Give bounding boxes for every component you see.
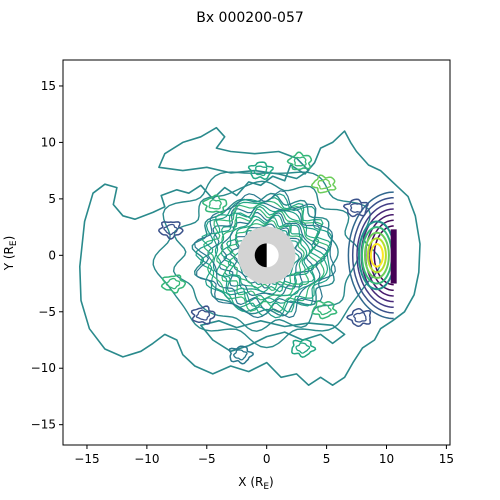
x-axis-label: X (RE) — [238, 475, 273, 492]
x-tick-label: 5 — [323, 452, 331, 466]
contour-dayside-peak-4 — [369, 243, 384, 268]
y-axis-label: Y (RE) — [2, 236, 19, 272]
y-axis: −15 −10 −5 0 5 10 15 — [31, 79, 63, 432]
chart-title: Bx 000200-057 — [196, 10, 304, 26]
y-tick-label: 10 — [41, 135, 56, 149]
contour-blob-inner-2 — [195, 309, 211, 321]
plot-frame — [62, 59, 451, 446]
contour-blob-1 — [160, 274, 187, 294]
y-tick-label: 0 — [48, 248, 56, 262]
contour-inner-ring-5 — [218, 211, 314, 297]
x-tick-label: 10 — [379, 452, 394, 466]
contour-inner-ring-11 — [200, 197, 332, 317]
x-axis: −15 −10 −5 0 5 10 15 — [74, 445, 454, 466]
contour-blob-inner-3 — [208, 199, 222, 210]
y-tick-label: −15 — [31, 418, 56, 432]
contour-blob-10 — [342, 198, 369, 218]
contour-blob-9 — [247, 161, 274, 180]
contour-mid-level-0 — [152, 171, 381, 349]
x-tick-label: −5 — [198, 452, 216, 466]
contour-blob-4 — [286, 151, 313, 171]
x-tick-label: 15 — [439, 452, 454, 466]
contour-dayside-level-1 — [351, 196, 394, 314]
contour-dayside-level-0 — [347, 191, 394, 320]
contour-blob-7 — [291, 338, 317, 358]
contour-dayside-peak-3 — [366, 237, 387, 274]
contour-mid-level-2 — [191, 192, 339, 317]
plot-area — [79, 126, 421, 386]
contour-blob-inner-8 — [233, 349, 248, 361]
earth-nightside — [254, 243, 267, 268]
contour-blob-inner-5 — [317, 178, 332, 190]
contour-blob-6 — [311, 300, 338, 320]
contour-outer-envelope — [79, 130, 421, 386]
contour-blob-inner-9 — [253, 165, 268, 177]
contour-dayside-peak-2 — [363, 231, 390, 279]
contour-blob-inner-0 — [163, 223, 179, 236]
contour-blob-inner-10 — [350, 202, 363, 213]
contour-inner-ring-13 — [194, 190, 336, 319]
contour-blob-inner-6 — [317, 303, 332, 316]
contour-blob-inner-1 — [165, 277, 181, 290]
contour-blob-inner-7 — [295, 342, 311, 354]
x-tick-label: −15 — [74, 452, 99, 466]
contour-blob-5 — [310, 174, 337, 194]
x-tick-label: −10 — [134, 452, 159, 466]
contour-blob-8 — [228, 345, 254, 365]
y-tick-label: 15 — [41, 79, 56, 93]
y-tick-label: −5 — [38, 305, 56, 319]
contour-blob-11 — [346, 307, 372, 328]
contour-blob-inner-11 — [353, 311, 367, 323]
contour-blob-3 — [202, 194, 228, 214]
contour-inner-ring-6 — [216, 208, 319, 301]
x-tick-label: 0 — [263, 452, 271, 466]
contour-inner-ring-2 — [227, 220, 305, 291]
contour-dayside-level-2 — [356, 202, 394, 309]
contour-mid-level-1 — [172, 180, 360, 332]
y-tick-label: −10 — [31, 361, 56, 375]
contour-blob-2 — [190, 305, 216, 325]
contour-blob-inner-4 — [293, 156, 307, 167]
contour-blob-0 — [158, 221, 184, 240]
contour-dayside-dark-band — [390, 229, 397, 284]
contour-upper-wisp — [158, 126, 310, 180]
y-tick-label: 5 — [48, 192, 56, 206]
contour-inner-ring-10 — [203, 200, 331, 313]
contour-lower-wisp — [200, 320, 346, 353]
contour-inner-ring-4 — [220, 214, 311, 295]
contour-inner-ring-8 — [212, 203, 326, 307]
